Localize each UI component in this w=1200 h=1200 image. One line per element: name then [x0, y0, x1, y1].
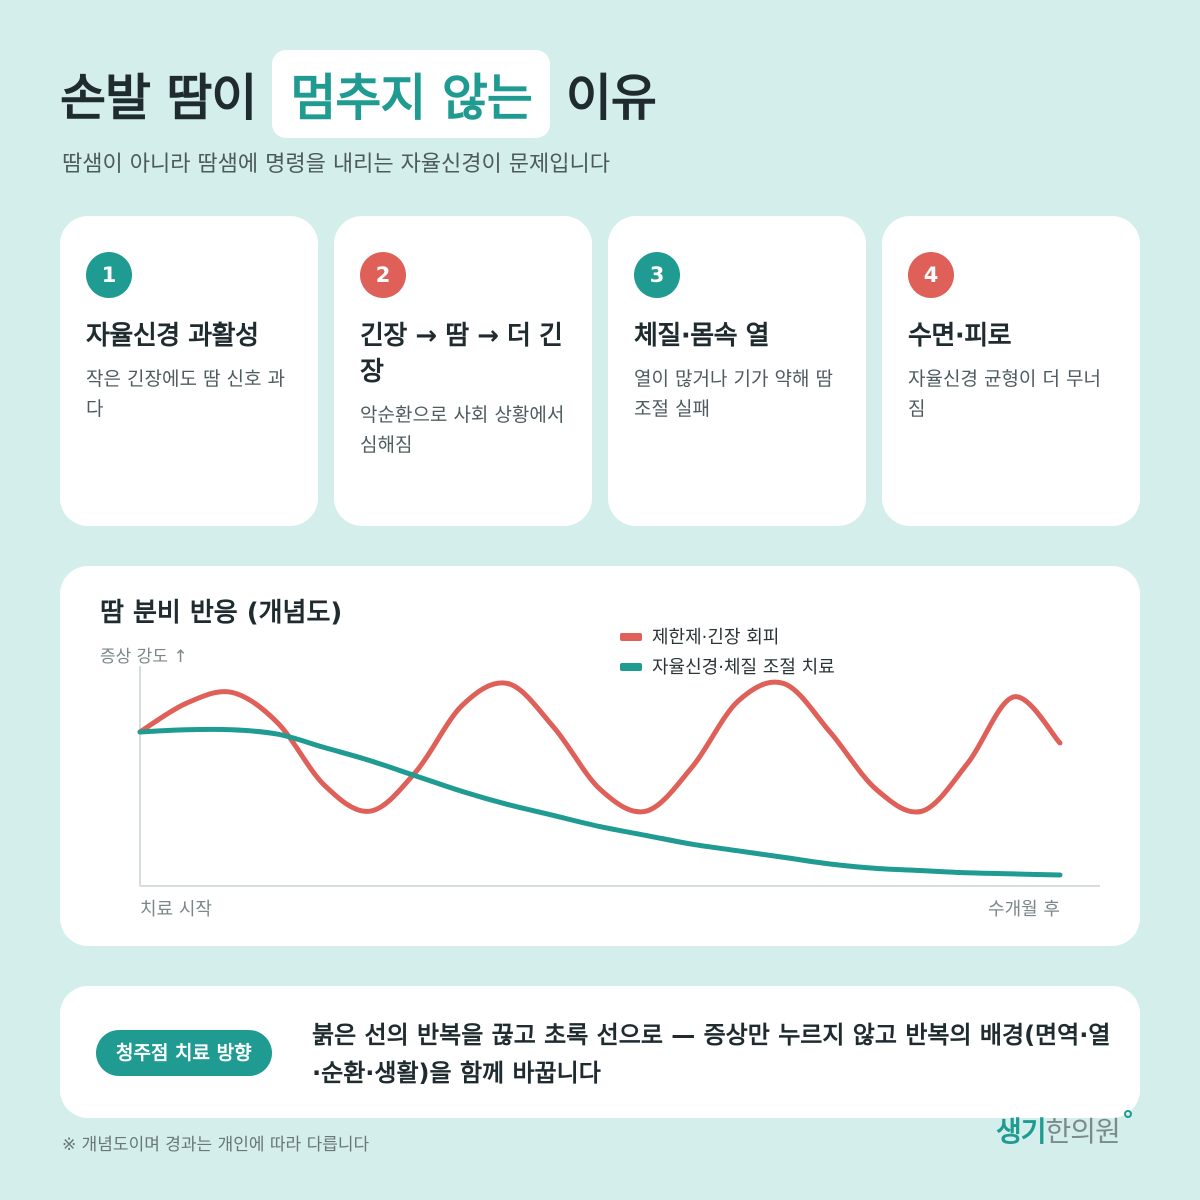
series-line-red	[137, 679, 1063, 815]
card-description: 악순환으로 사회 상황에서 심해짐	[360, 404, 565, 456]
legend-label-red: 제한제·긴장 회피	[652, 627, 779, 648]
legend-label-teal: 자율신경·체질 조절 치료	[652, 657, 835, 678]
cause-card-3: 3 체질·몸속 열 열이 많거나 기가 약해 땀 조절 실패	[608, 216, 866, 526]
page-title: 손발 땀이 멈추지 않는 이유	[60, 50, 657, 138]
sweat-response-chart: 증상 강도 ↑ 치료 시작 수개월 후 제한제·긴장 회피 자율신경·체질 조절…	[100, 627, 1100, 920]
card-title: 체질·몸속 열	[634, 321, 770, 351]
chart-title: 땀 분비 반응 (개념도)	[100, 598, 343, 628]
card-number-badge: 2	[360, 252, 406, 298]
card-description: 자율신경 균형이 더 무너짐	[908, 368, 1101, 420]
card-number-badge: 3	[634, 252, 680, 298]
clinic-logo: 생기한의원	[996, 1110, 1132, 1150]
logo-part-1: 생기	[996, 1115, 1047, 1148]
legend-swatch-teal	[620, 663, 642, 671]
x-axis-end-label: 수개월 후	[988, 899, 1060, 920]
logo-part-2: 한의원	[1045, 1115, 1121, 1148]
logo-dot-icon	[1123, 1110, 1132, 1118]
card-description: 작은 긴장에도 땀 신호 과다	[86, 368, 285, 420]
treatment-direction-pill: 청주점 치료 방향	[96, 1030, 272, 1076]
page-subtitle: 땀샘이 아니라 땀샘에 명령을 내리는 자율신경이 문제입니다	[62, 152, 610, 177]
series-line-teal	[137, 726, 1063, 878]
card-title: 긴장 → 땀 → 더 긴장	[360, 321, 563, 387]
card-title: 자율신경 과활성	[86, 321, 259, 351]
card-title: 수면·피로	[908, 321, 1012, 351]
card-description: 열이 많거나 기가 약해 땀 조절 실패	[634, 368, 833, 420]
cause-cards: 1 자율신경 과활성 작은 긴장에도 땀 신호 과다 2 긴장 → 땀 → 더 …	[60, 216, 1140, 526]
y-axis-label: 증상 강도 ↑	[100, 647, 188, 667]
cause-card-4: 4 수면·피로 자율신경 균형이 더 무너짐	[882, 216, 1140, 526]
chart-legend: 제한제·긴장 회피 자율신경·체질 조절 치료	[620, 627, 835, 678]
footnote: ※ 개념도이며 경과는 개인에 따라 다릅니다	[62, 1135, 370, 1155]
card-number-badge: 1	[86, 252, 132, 298]
title-pre: 손발 땀이	[60, 69, 257, 127]
cause-card-1: 1 자율신경 과활성 작은 긴장에도 땀 신호 과다	[60, 216, 318, 526]
card-number-badge: 4	[908, 252, 954, 298]
title-highlight: 멈추지 않는	[272, 50, 550, 138]
chart-card: 땀 분비 반응 (개념도) 증상 강도 ↑ 치료 시작 수개월 후 제한제·긴장…	[60, 566, 1140, 946]
cause-card-2: 2 긴장 → 땀 → 더 긴장 악순환으로 사회 상황에서 심해짐	[334, 216, 592, 526]
treatment-direction-card: 청주점 치료 방향 붉은 선의 반복을 끊고 초록 선으로 — 증상만 누르지 …	[60, 986, 1140, 1118]
legend-swatch-red	[620, 633, 642, 641]
x-axis-start-label: 치료 시작	[140, 899, 212, 920]
title-post: 이유	[565, 69, 657, 127]
treatment-direction-text: 붉은 선의 반복을 끊고 초록 선으로 — 증상만 누르지 않고 반복의 배경(…	[312, 1021, 1111, 1087]
